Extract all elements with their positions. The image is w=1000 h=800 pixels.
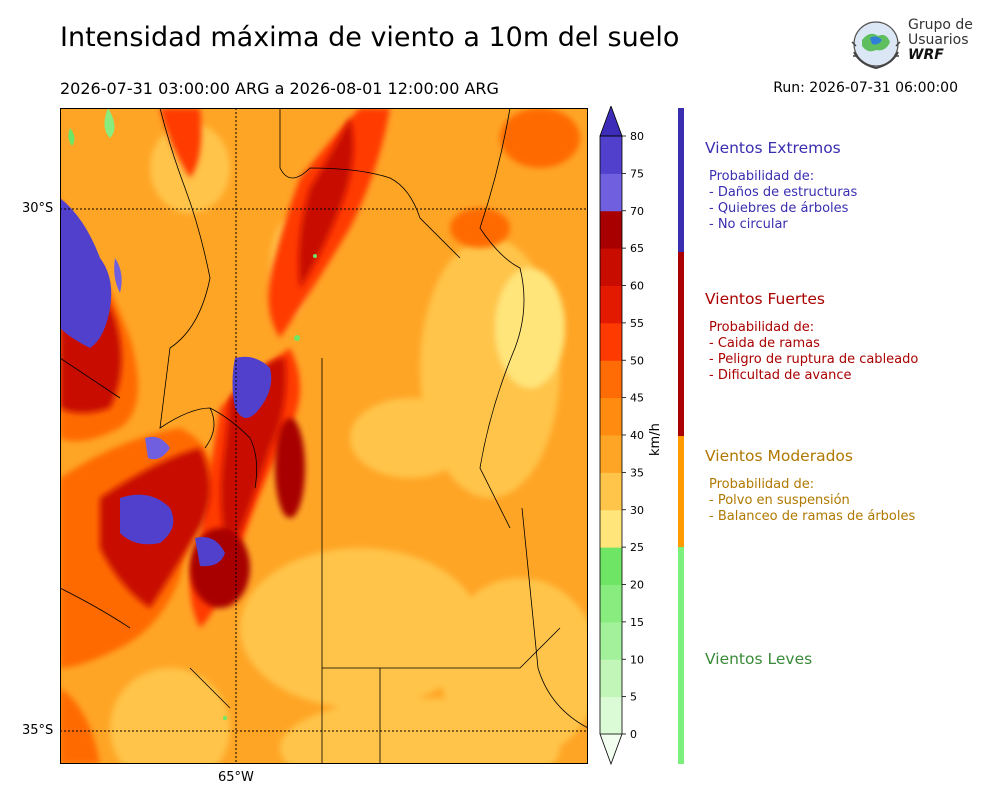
colorbar-segment — [600, 659, 622, 698]
colorbar-tick-label: 10 — [630, 653, 644, 666]
run-time: Run: 2026-07-31 06:00:00 — [773, 80, 958, 96]
colorbar-tick-label: 30 — [630, 504, 644, 517]
logo-line-1: Grupo de — [908, 17, 973, 33]
category-strong-title: Vientos Fuertes — [705, 290, 825, 308]
colorbar-segment — [600, 584, 622, 623]
colorbar-segment — [600, 173, 622, 212]
colorbar-tick-label: 15 — [630, 616, 644, 629]
category-moderate-body: Probabilidad de: - Polvo en suspensión -… — [709, 477, 916, 524]
logo-line-3: WRF — [908, 47, 944, 63]
colorbar-segment — [600, 210, 622, 249]
colorbar-segment — [600, 397, 622, 436]
colorbar-tick-label: 55 — [630, 317, 644, 330]
logo-text: Grupo de Usuarios WRF — [908, 18, 973, 63]
colorbar-unit: km/h — [648, 423, 663, 456]
category-strong-body: Probabilidad de: - Caida de ramas - Peli… — [709, 320, 919, 383]
globe-icon — [851, 21, 901, 70]
map-title: Intensidad máxima de viento a 10m del su… — [60, 22, 680, 53]
category-extreme: Vientos Extremos Probabilidad de: - Daño… — [705, 139, 857, 233]
colorbar-tick-label: 0 — [630, 728, 637, 741]
category-extreme-title: Vientos Extremos — [705, 139, 841, 157]
forecast-period: 2026-07-31 03:00:00 ARG a 2026-08-01 12:… — [60, 79, 499, 98]
colorbar-segment — [600, 360, 622, 399]
colorbar-tick-label: 20 — [630, 579, 644, 592]
colorbar-tick-label: 35 — [630, 466, 644, 479]
category-moderate: Vientos Moderados Probabilidad de: - Pol… — [705, 447, 915, 525]
colorbar-segment — [600, 547, 622, 585]
extreme-wind-areas — [60, 198, 272, 567]
category-strong: Vientos Fuertes Probabilidad de: - Caida… — [705, 290, 918, 384]
colorbar-min-extension — [599, 733, 623, 766]
category-extreme-body: Probabilidad de: - Daños de estructuras … — [709, 169, 858, 232]
colorbar-tick-label: 25 — [630, 541, 644, 554]
colorbar-tick-label: 5 — [630, 691, 637, 704]
lon-label-65: 65°W — [218, 770, 254, 785]
province-borders — [60, 108, 588, 764]
colorbar-segment — [600, 248, 622, 286]
colorbar-segment — [600, 136, 622, 174]
calm-wind-areas — [68, 108, 317, 720]
moderate-category-bar — [678, 436, 684, 547]
colorbar-tick-label: 70 — [630, 205, 644, 218]
colorbar-segment — [600, 621, 622, 660]
colorbar-tick-label: 45 — [630, 392, 644, 405]
strong-category-bar — [678, 252, 684, 436]
lat-label-30: 30°S — [22, 201, 54, 216]
extreme-category-bar — [678, 108, 684, 252]
colorbar-tick-label: 40 — [630, 429, 644, 442]
colorbar-segment — [600, 322, 622, 361]
wind-speed-colorbar: 0 5 10 15 20 25 30 35 40 45 50 55 60 65 70 75 80 — [599, 106, 644, 766]
colorbar-max-extension — [599, 106, 623, 137]
lat-label-35: 35°S — [22, 723, 54, 738]
colorbar-segment — [600, 285, 622, 324]
colorbar-segment — [600, 435, 622, 473]
category-moderate-title: Vientos Moderados — [705, 447, 853, 465]
wind-map — [60, 108, 588, 764]
colorbar-tick-label: 50 — [630, 354, 644, 367]
colorbar-tick-label: 60 — [630, 280, 644, 293]
logo-line-2: Usuarios — [908, 32, 969, 48]
wrf-logo: Grupo de Usuarios WRF — [848, 16, 978, 72]
colorbar-tick-label: 75 — [630, 167, 644, 180]
colorbar-segment — [600, 696, 622, 735]
light-category-bar — [678, 547, 684, 764]
colorbar-segment — [600, 509, 622, 548]
category-light: Vientos Leves — [705, 650, 812, 680]
graticule — [60, 108, 588, 764]
colorbar-tick-label: 65 — [630, 242, 644, 255]
colorbar-segment — [600, 472, 622, 511]
colorbar-tick-label: 80 — [630, 130, 644, 143]
category-light-title: Vientos Leves — [705, 650, 813, 668]
